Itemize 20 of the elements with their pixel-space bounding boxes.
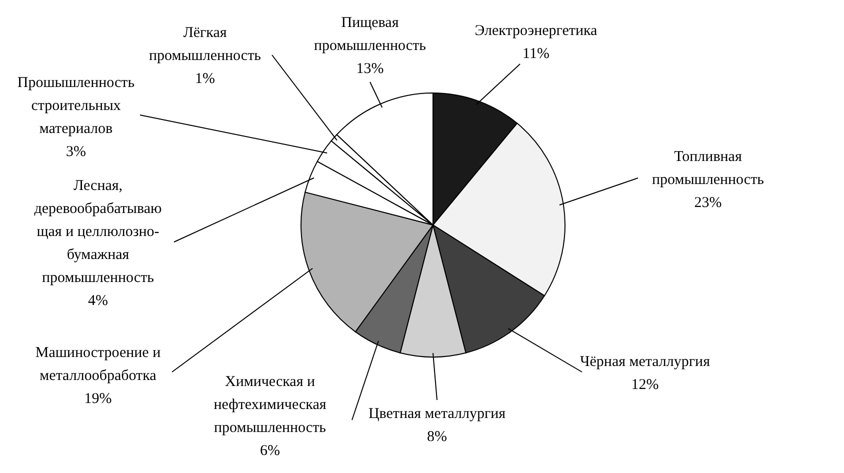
slice-label: Лёгкая промышленность <box>149 25 262 64</box>
slice-label: Электроэнергетика <box>474 23 598 39</box>
slice-label: Машиностроение и металлообработка <box>35 345 161 384</box>
slice-label: Цветная металлургия <box>368 406 506 422</box>
slice-label: Химическая и нефтехимическая промышленность <box>214 374 326 436</box>
slice-label: Чёрная металлургия <box>580 354 710 370</box>
data-label: 6% <box>260 443 280 459</box>
slice-label: Топливная промышленность <box>652 149 764 188</box>
data-label: 12% <box>631 377 659 393</box>
data-label: 4% <box>88 293 108 309</box>
slice-label: Прошышленность строительных материалов <box>17 75 135 137</box>
data-label: 23% <box>694 195 722 211</box>
data-label: 11% <box>522 46 550 62</box>
data-label: 3% <box>66 144 86 160</box>
data-label: 1% <box>195 71 215 87</box>
slice-label: Лесная, деревообрабатываю щая и целлюлозно- бумажная промышленность <box>34 178 162 286</box>
data-label: 19% <box>84 391 112 407</box>
data-label: 8% <box>427 429 447 445</box>
slice-label: Пищевая промышленность <box>314 15 426 54</box>
data-label: 13% <box>356 61 384 77</box>
